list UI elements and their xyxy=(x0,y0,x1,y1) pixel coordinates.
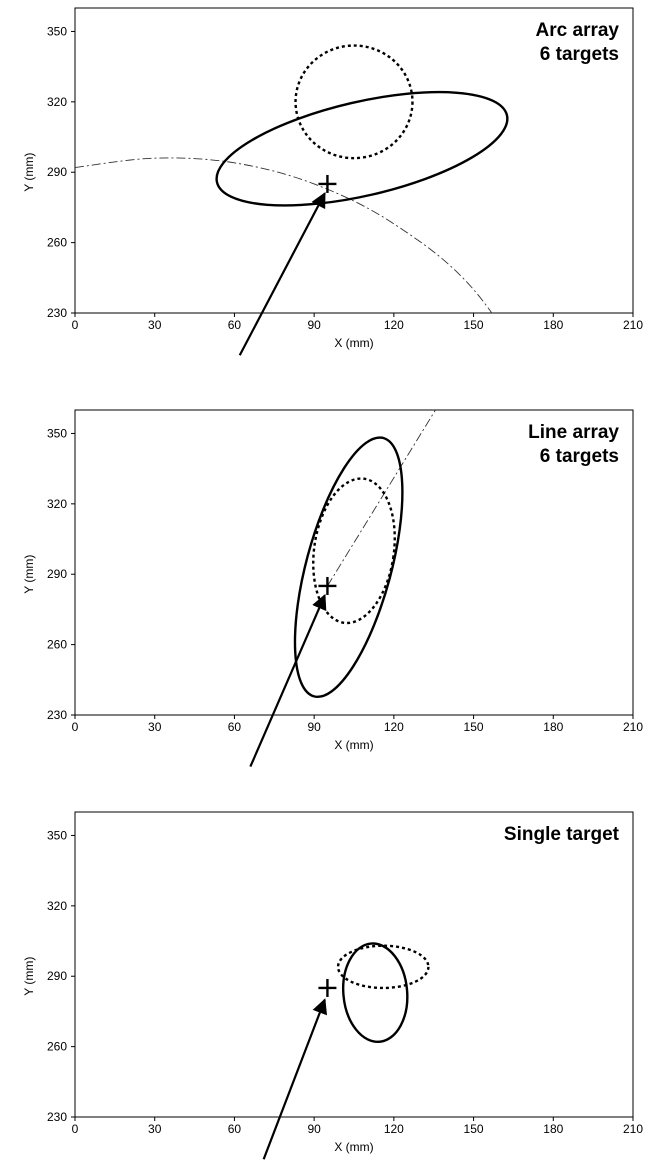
x-tick-label: 180 xyxy=(543,318,563,332)
plot-frame xyxy=(74,811,634,1118)
y-tick-label: 230 xyxy=(47,708,67,722)
y-tick-label: 350 xyxy=(47,24,67,38)
array-guide-path xyxy=(75,157,493,313)
x-tick-label: 60 xyxy=(228,720,242,734)
plot-area xyxy=(75,44,509,313)
x-tick-label: 0 xyxy=(72,1122,79,1136)
chart-panel-1: 0 30 60 90 120 150 180 210 230 260 290 320 350 X (mm)… xyxy=(22,7,643,356)
plot-frame xyxy=(74,7,634,314)
panel-title-line: 6 targets xyxy=(540,44,619,65)
plot-area xyxy=(293,410,437,699)
x-tick-label: 0 xyxy=(72,318,79,332)
panel-title-line: 6 targets xyxy=(540,446,619,467)
x-axis-label: X (mm) xyxy=(334,1140,373,1154)
solid-ellipse xyxy=(293,436,404,699)
y-tick-label: 230 xyxy=(47,306,67,320)
x-tick-label: 180 xyxy=(543,1122,563,1136)
dotted-ellipse xyxy=(294,44,414,160)
dotted-ellipse xyxy=(336,944,430,990)
x-tick-label: 210 xyxy=(623,720,643,734)
x-axis-label: X (mm) xyxy=(334,336,373,350)
approach-arrow xyxy=(238,191,326,356)
approach-arrow xyxy=(249,593,327,768)
x-tick-label: 150 xyxy=(464,318,484,332)
plot-area xyxy=(336,942,430,1044)
approach-arrow xyxy=(262,998,328,1160)
array-guide-path xyxy=(327,410,437,587)
solid-ellipse xyxy=(342,942,409,1044)
x-tick-label: 120 xyxy=(384,720,404,734)
x-tick-label: 210 xyxy=(623,318,643,332)
x-tick-label: 150 xyxy=(464,1122,484,1136)
x-tick-label: 0 xyxy=(72,720,79,734)
panel-title-line: Line array xyxy=(528,422,619,443)
y-tick-label: 290 xyxy=(47,567,67,581)
x-tick-label: 30 xyxy=(148,1122,162,1136)
y-tick-label: 320 xyxy=(47,899,67,913)
x-tick-label: 180 xyxy=(543,720,563,734)
y-tick-label: 320 xyxy=(47,497,67,511)
y-axis-label: Y (mm) xyxy=(22,555,36,594)
y-tick-label: 230 xyxy=(47,1110,67,1124)
x-tick-label: 30 xyxy=(148,318,162,332)
plot-frame xyxy=(74,409,634,716)
x-tick-label: 120 xyxy=(384,318,404,332)
x-tick-label: 150 xyxy=(464,720,484,734)
y-tick-label: 290 xyxy=(47,165,67,179)
y-tick-label: 260 xyxy=(47,1040,67,1054)
solid-ellipse xyxy=(215,90,509,207)
chart-panel-3: 0 30 60 90 120 150 180 210 230 260 290 320 350 X (mm)… xyxy=(22,811,643,1160)
y-tick-label: 320 xyxy=(47,95,67,109)
y-tick-label: 260 xyxy=(47,236,67,250)
panel-title-line: Arc array xyxy=(536,20,620,41)
y-axis-label: Y (mm) xyxy=(22,153,36,192)
x-tick-label: 120 xyxy=(384,1122,404,1136)
y-axis-label: Y (mm) xyxy=(22,957,36,996)
y-tick-label: 350 xyxy=(47,426,67,440)
x-tick-label: 90 xyxy=(307,318,321,332)
x-tick-label: 90 xyxy=(307,720,321,734)
x-axis-label: X (mm) xyxy=(334,738,373,752)
y-tick-label: 260 xyxy=(47,638,67,652)
panel-title-line: Single target xyxy=(504,824,620,845)
chart-panel-2: 0 30 60 90 120 150 180 210 230 260 290 320 350 X (mm)… xyxy=(22,409,643,768)
y-tick-label: 290 xyxy=(47,969,67,983)
x-tick-label: 90 xyxy=(307,1122,321,1136)
y-tick-label: 350 xyxy=(47,828,67,842)
x-tick-label: 210 xyxy=(623,1122,643,1136)
x-tick-label: 60 xyxy=(228,318,242,332)
dotted-ellipse xyxy=(312,477,396,625)
x-tick-label: 60 xyxy=(228,1122,242,1136)
x-tick-label: 30 xyxy=(148,720,162,734)
